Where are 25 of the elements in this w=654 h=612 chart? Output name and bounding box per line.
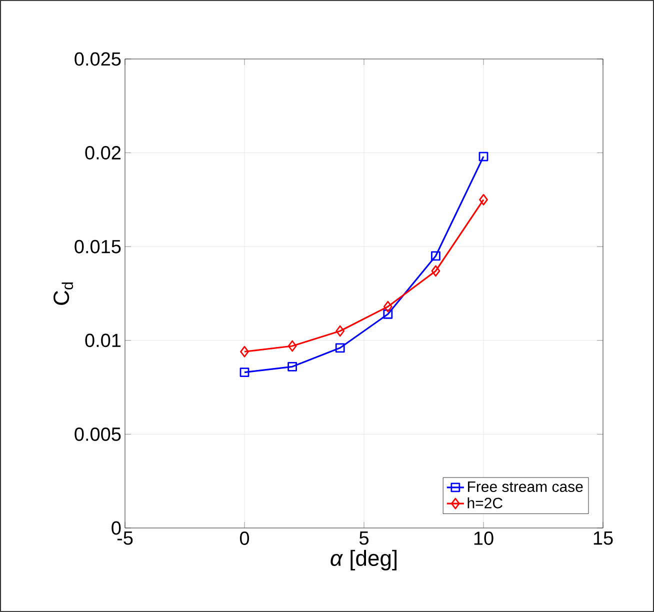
y-axis-title: C$_{d}$ — [54, 282, 74, 305]
x-tick-label: 10 — [474, 532, 494, 545]
point — [431, 265, 440, 277]
point — [335, 343, 345, 353]
point — [288, 340, 297, 352]
point — [383, 309, 393, 319]
x-axis-title: α [deg] — [330, 550, 396, 570]
point — [478, 152, 488, 162]
legend-label: h=2C — [468, 497, 502, 508]
point — [383, 300, 392, 312]
point — [336, 325, 345, 337]
point — [479, 194, 488, 206]
point — [288, 362, 297, 372]
point — [240, 368, 250, 377]
y-tick-label: 0.02 — [85, 146, 121, 160]
point — [431, 251, 440, 261]
y-tick-label: 0.025 — [74, 52, 121, 66]
y-tick-label: 0.015 — [74, 240, 121, 254]
x-tick-label: 5 — [359, 532, 368, 545]
legend-label: Free stream case — [468, 482, 583, 492]
x-tick-label: 15 — [594, 532, 613, 545]
y-tick-label: 0.005 — [74, 427, 121, 441]
y-tick-label: 0.01 — [85, 334, 121, 348]
x-tick-label: 0 — [240, 532, 250, 545]
point — [240, 346, 249, 358]
